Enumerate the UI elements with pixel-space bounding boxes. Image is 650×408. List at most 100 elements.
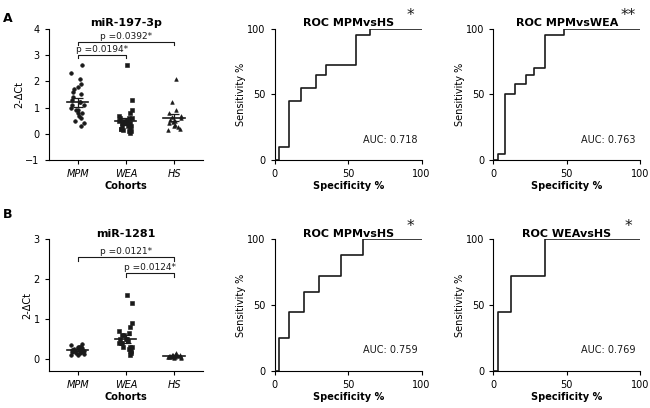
Point (68, 346, 79, 353)
Point (114, 340, 124, 346)
Point (75, 350, 86, 356)
Point (122, 62, 133, 69)
Point (171, 350, 181, 357)
Point (119, 332, 129, 339)
Title: miR-197-3p: miR-197-3p (90, 18, 162, 28)
Point (76, 81, 86, 87)
Point (125, 129, 135, 136)
Point (77, 62, 87, 69)
Y-axis label: 2-ΔCt: 2-ΔCt (14, 81, 24, 108)
Point (73, 110, 83, 116)
Point (125, 348, 135, 355)
Point (176, 112, 186, 119)
Y-axis label: Sensitivity %: Sensitivity % (454, 63, 465, 126)
Point (116, 126, 127, 132)
Point (175, 352, 185, 359)
Point (76, 344, 86, 350)
Point (127, 300, 137, 307)
Point (117, 340, 127, 346)
Point (163, 353, 174, 360)
Point (119, 118, 129, 124)
Point (68, 346, 79, 352)
Title: ROC WEAvsHS: ROC WEAvsHS (522, 229, 612, 239)
Y-axis label: Sensitivity %: Sensitivity % (236, 63, 246, 126)
Point (116, 126, 127, 132)
Point (74, 343, 85, 350)
X-axis label: Specificity %: Specificity % (531, 181, 603, 191)
Point (117, 120, 127, 127)
Point (68, 102, 78, 108)
Point (126, 348, 136, 355)
Point (164, 120, 174, 127)
Point (116, 340, 127, 346)
Point (124, 346, 135, 353)
Text: A: A (3, 12, 13, 25)
Point (114, 118, 124, 124)
Point (114, 112, 124, 119)
Point (170, 352, 181, 359)
Point (77, 341, 87, 347)
Point (167, 99, 177, 106)
Point (75, 99, 85, 106)
Text: p =0.0392*: p =0.0392* (100, 32, 152, 41)
Point (122, 118, 132, 124)
Text: *: * (406, 8, 413, 23)
Point (125, 352, 135, 359)
Text: *: * (406, 219, 413, 234)
Point (72, 345, 83, 351)
Point (173, 353, 183, 359)
Text: **: ** (621, 8, 636, 23)
Point (75, 349, 86, 355)
Text: p =0.0124*: p =0.0124* (124, 263, 176, 273)
Point (123, 338, 133, 345)
X-axis label: Specificity %: Specificity % (313, 392, 384, 402)
Point (115, 115, 125, 122)
Point (127, 96, 137, 103)
Point (124, 330, 134, 337)
Point (121, 336, 131, 343)
Point (167, 351, 177, 358)
Text: p =0.0194*: p =0.0194* (75, 45, 128, 54)
Point (124, 126, 135, 132)
Point (169, 355, 179, 361)
Point (75, 123, 86, 129)
Point (77, 345, 87, 351)
Point (71, 107, 81, 113)
Text: p =0.0121*: p =0.0121* (100, 247, 152, 256)
Point (73, 107, 83, 113)
Point (66, 349, 77, 355)
Point (126, 320, 136, 327)
Point (126, 107, 136, 113)
Text: *: * (625, 219, 632, 234)
Point (70, 347, 80, 354)
Point (164, 354, 174, 360)
Point (72, 83, 83, 90)
Point (65, 104, 75, 111)
Point (73, 352, 83, 359)
Point (126, 128, 136, 135)
Point (124, 128, 135, 135)
Point (164, 110, 174, 116)
Point (166, 354, 177, 361)
Point (171, 75, 181, 82)
Point (68, 348, 78, 355)
Point (169, 123, 179, 129)
Point (71, 350, 81, 357)
Text: AUC: 0.769: AUC: 0.769 (581, 346, 636, 355)
Point (65, 351, 75, 358)
Point (165, 116, 176, 123)
Point (171, 107, 181, 113)
Point (75, 348, 85, 355)
Point (125, 110, 136, 116)
Point (68, 346, 78, 353)
Point (118, 127, 128, 133)
Point (74, 112, 85, 119)
Point (170, 118, 181, 124)
Point (66, 342, 76, 348)
Point (170, 122, 180, 128)
Point (163, 127, 174, 133)
Point (166, 113, 177, 120)
Point (127, 115, 138, 122)
Point (117, 123, 127, 129)
Point (168, 119, 178, 125)
